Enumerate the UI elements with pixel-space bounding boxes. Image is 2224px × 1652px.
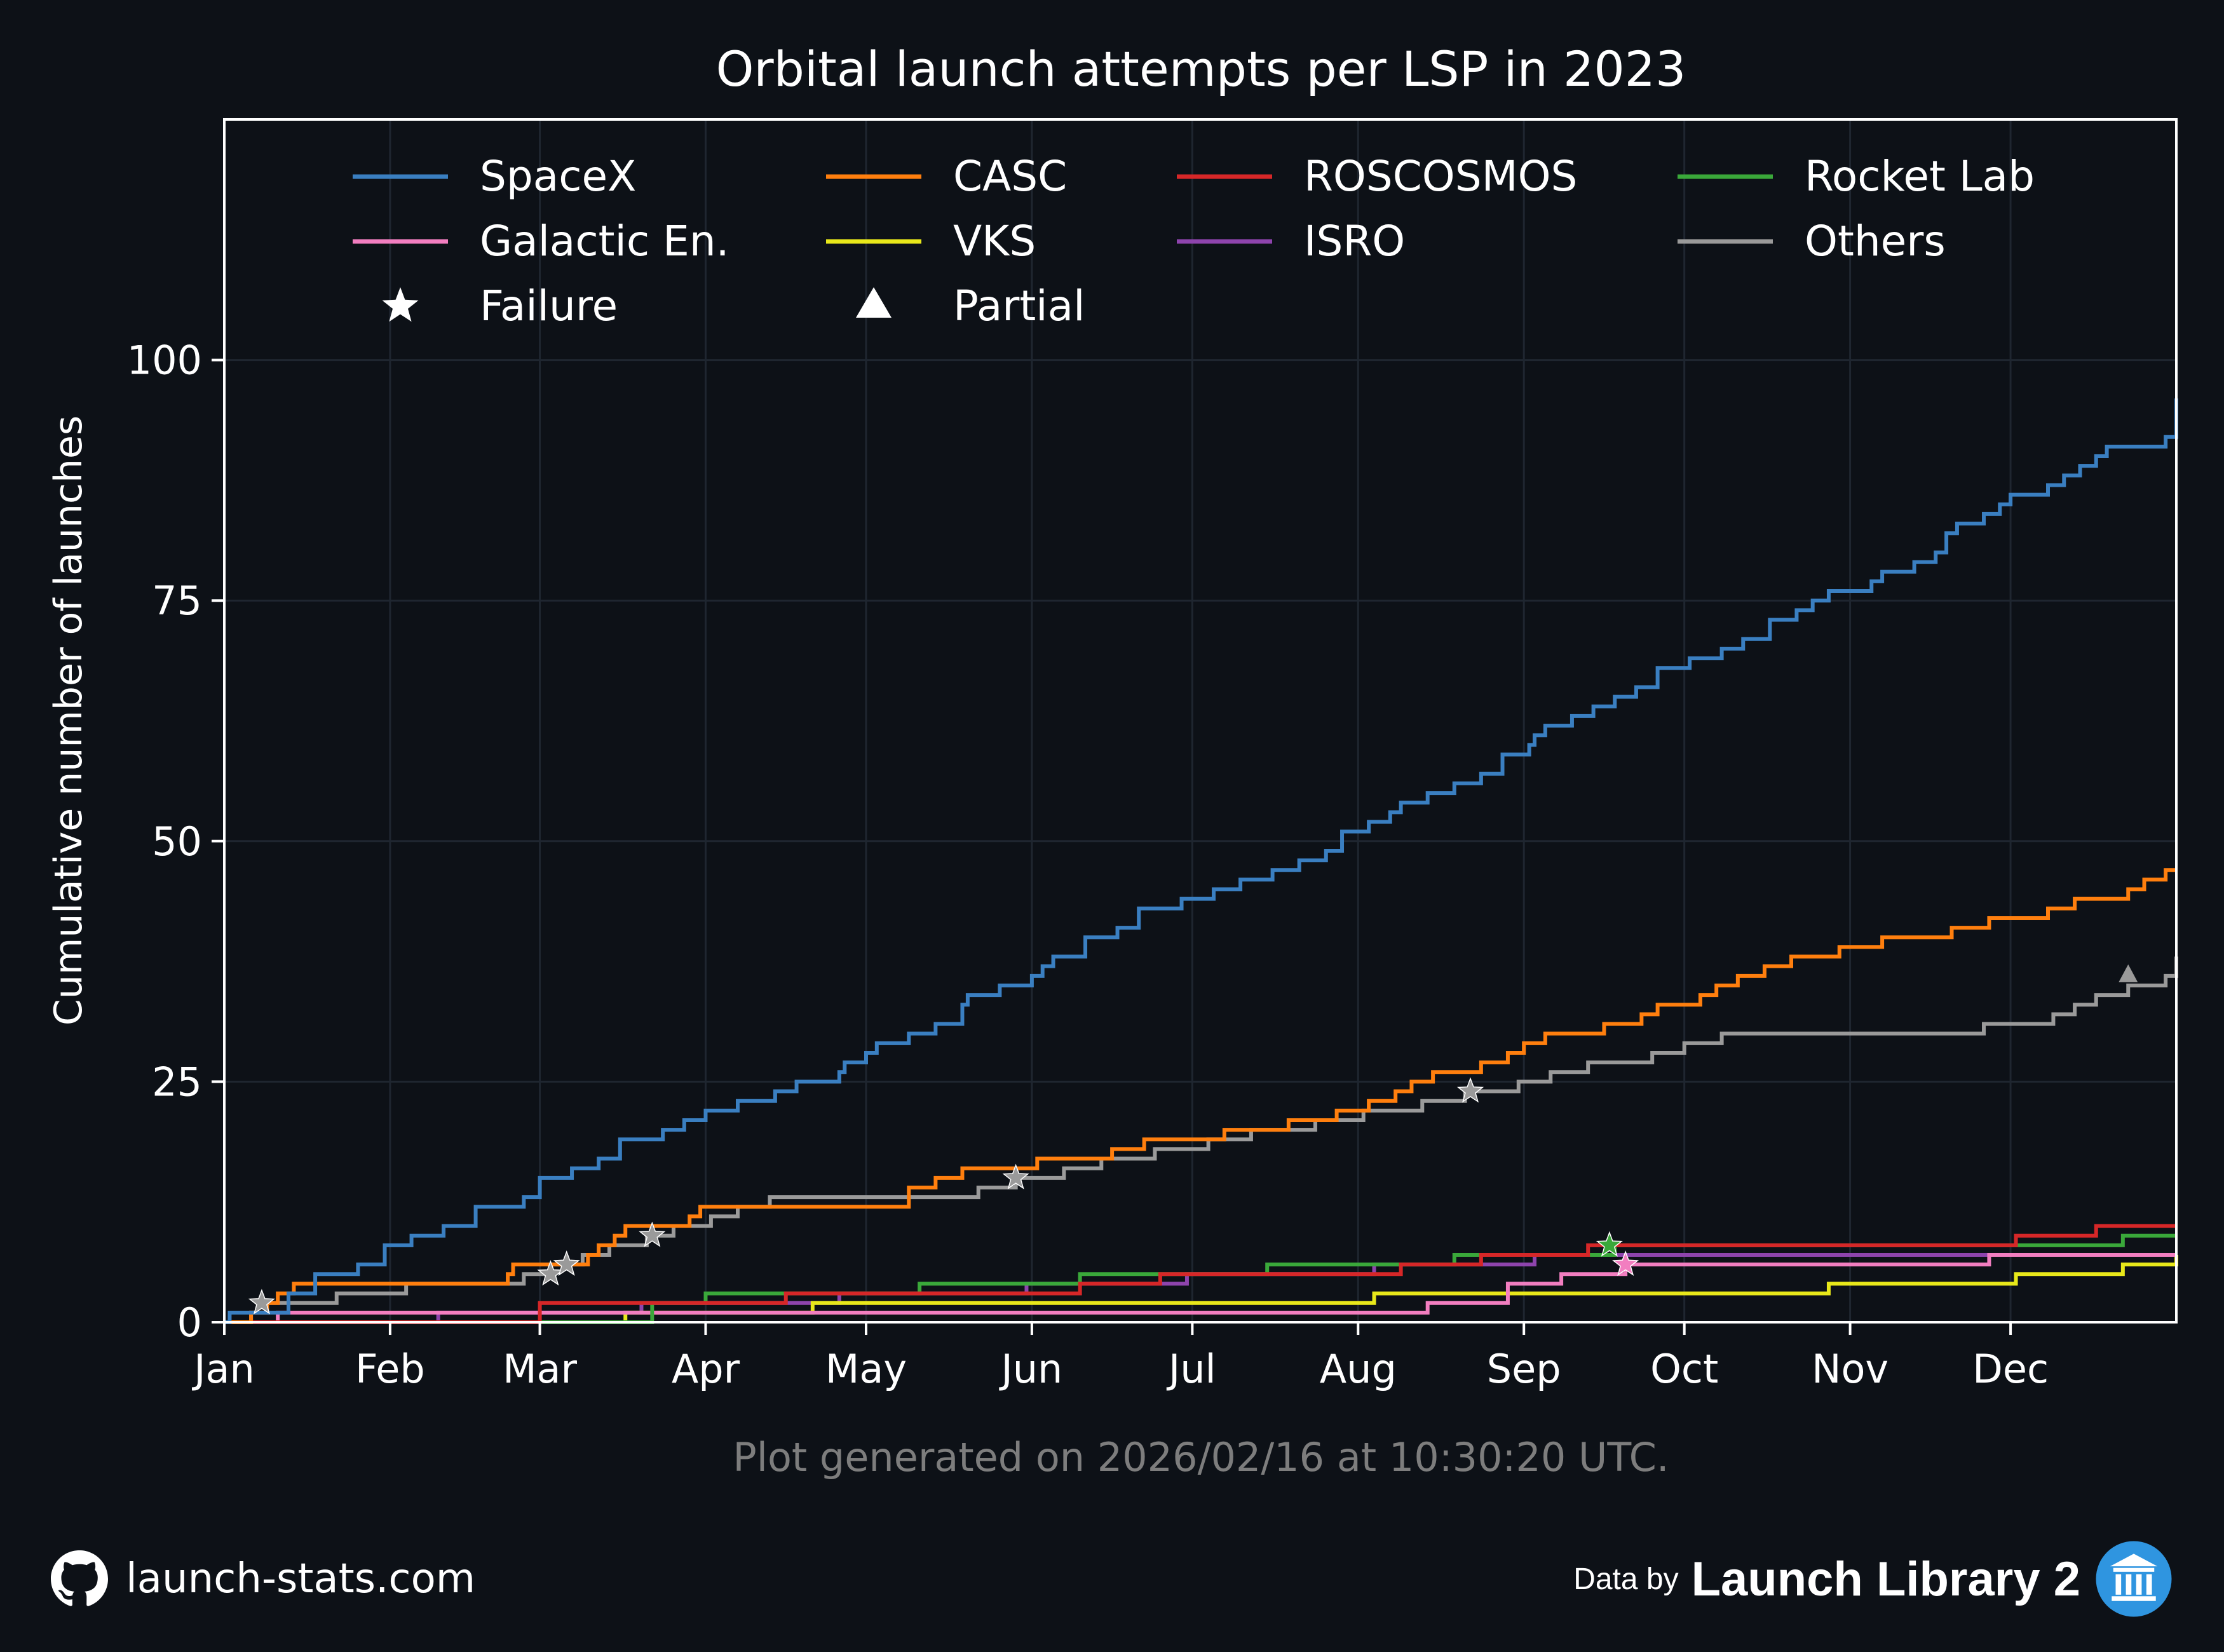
y-tick-label: 100 — [127, 337, 202, 384]
x-tick-label: Jan — [191, 1346, 255, 1392]
data-by-label: Data by — [1573, 1562, 1679, 1596]
x-tick-label: Jul — [1166, 1346, 1216, 1392]
legend-item-galactic-en-: Galactic En. — [353, 217, 729, 266]
failure-star-marker — [537, 1260, 564, 1286]
data-source-credit: Data by Launch Library 2 — [1573, 1541, 2173, 1617]
site-credit[interactable]: launch-stats.com — [51, 1547, 475, 1611]
x-tick-label: Aug — [1320, 1346, 1397, 1392]
legend-item-rocket-lab: Rocket Lab — [1678, 152, 2035, 201]
x-tick-label: Apr — [672, 1346, 740, 1392]
event-markers — [248, 964, 2138, 1315]
x-tick-label: Oct — [1650, 1346, 1718, 1392]
x-tick-label: Sep — [1487, 1346, 1561, 1392]
failure-star-marker — [1612, 1250, 1639, 1276]
chart-title: Orbital launch attempts per LSP in 2023 — [716, 41, 1686, 97]
x-tick-label: Dec — [1972, 1346, 2049, 1392]
legend-label: Rocket Lab — [1805, 152, 2035, 201]
site-link[interactable]: launch-stats.com — [126, 1555, 476, 1602]
axes: Jan Feb Mar Apr May Jun Jul Aug Sep Oct Nov Dec 0 25 5… — [127, 337, 2049, 1392]
github-icon — [51, 1550, 108, 1606]
x-tick-label: Feb — [355, 1346, 425, 1392]
series-line-galactic-en- — [224, 1252, 2176, 1324]
generated-note: Plot generated on 2026/02/16 at 10:30:20… — [733, 1434, 1669, 1480]
legend: SpaceX CASC ROSCOSMOS Rocket Lab Galactic En… — [353, 152, 2035, 330]
legend-label: CASC — [953, 152, 1067, 201]
y-tick-label: 75 — [152, 578, 202, 624]
failure-star-marker — [248, 1289, 275, 1315]
series-lines — [224, 398, 2178, 1324]
series-line-casc — [224, 868, 2176, 1324]
data-source-name[interactable]: Launch Library 2 — [1691, 1552, 2080, 1606]
y-tick-label: 50 — [152, 818, 202, 865]
triangle-icon — [856, 287, 892, 318]
legend-item-casc: CASC — [826, 152, 1067, 201]
x-tick-label: Mar — [503, 1346, 577, 1392]
failure-star-marker — [1596, 1231, 1623, 1257]
plot-frame — [223, 118, 2178, 1324]
legend-label: ROSCOSMOS — [1304, 152, 1577, 201]
partial-triangle-marker — [2119, 964, 2138, 982]
star-icon — [382, 287, 419, 322]
legend-item-isro: ISRO — [1177, 217, 1405, 266]
legend-item-vks: VKS — [826, 217, 1036, 266]
legend-label: ISRO — [1304, 217, 1405, 266]
failure-star-marker — [553, 1250, 580, 1276]
x-tick-label: May — [825, 1346, 907, 1392]
legend-label: Partial — [953, 281, 1085, 330]
failure-star-marker — [1002, 1163, 1029, 1189]
legend-label: VKS — [953, 217, 1036, 266]
y-tick-label: 0 — [177, 1299, 202, 1346]
x-tick-label: Nov — [1812, 1346, 1888, 1392]
failure-star-marker — [639, 1221, 666, 1247]
series-line-roscosmos — [224, 1224, 2176, 1324]
y-axis-label: Cumulative number of launches — [46, 416, 91, 1026]
legend-label: SpaceX — [480, 152, 636, 201]
library-building-icon — [2096, 1541, 2172, 1617]
series-line-rocket-lab — [224, 1233, 2176, 1324]
legend-item-partial: Partial — [856, 281, 1085, 330]
failure-star-marker — [1456, 1077, 1484, 1103]
legend-item-others: Others — [1678, 217, 1946, 266]
legend-item-spacex: SpaceX — [353, 152, 636, 201]
legend-label: Failure — [480, 281, 618, 330]
legend-label: Galactic En. — [480, 217, 729, 266]
y-tick-label: 25 — [152, 1059, 202, 1105]
legend-label: Others — [1805, 217, 1946, 266]
x-tick-label: Jun — [998, 1346, 1062, 1392]
legend-item-roscosmos: ROSCOSMOS — [1177, 152, 1577, 201]
series-line-spacex — [224, 398, 2178, 1324]
legend-item-failure: Failure — [382, 281, 618, 330]
